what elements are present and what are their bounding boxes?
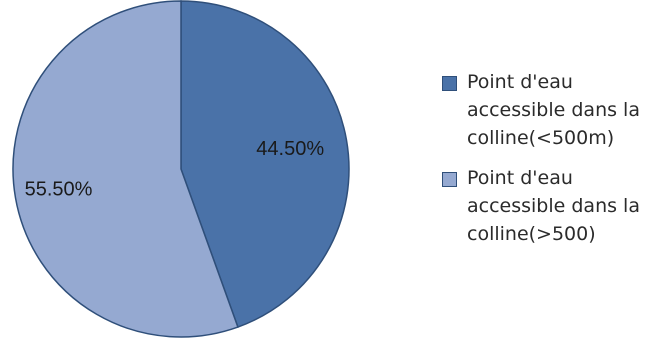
chart-legend: Point d'eau accessible dans la colline(<… xyxy=(442,68,657,260)
pie-label-under-500m: 44.50% xyxy=(256,138,324,160)
legend-item-over-500: Point d'eau accessible dans la colline(>… xyxy=(442,164,657,248)
pie-slice-under-500m xyxy=(180,0,350,329)
legend-swatch-under-500m xyxy=(442,76,457,91)
legend-swatch-over-500 xyxy=(442,172,457,187)
pie-slice-over-500 xyxy=(12,0,239,338)
legend-item-under-500m: Point d'eau accessible dans la colline(<… xyxy=(442,68,657,152)
legend-label-under-500m: Point d'eau accessible dans la colline(<… xyxy=(467,71,640,149)
legend-label-over-500: Point d'eau accessible dans la colline(>… xyxy=(467,167,640,245)
pie-label-over-500: 55.50% xyxy=(25,179,93,201)
